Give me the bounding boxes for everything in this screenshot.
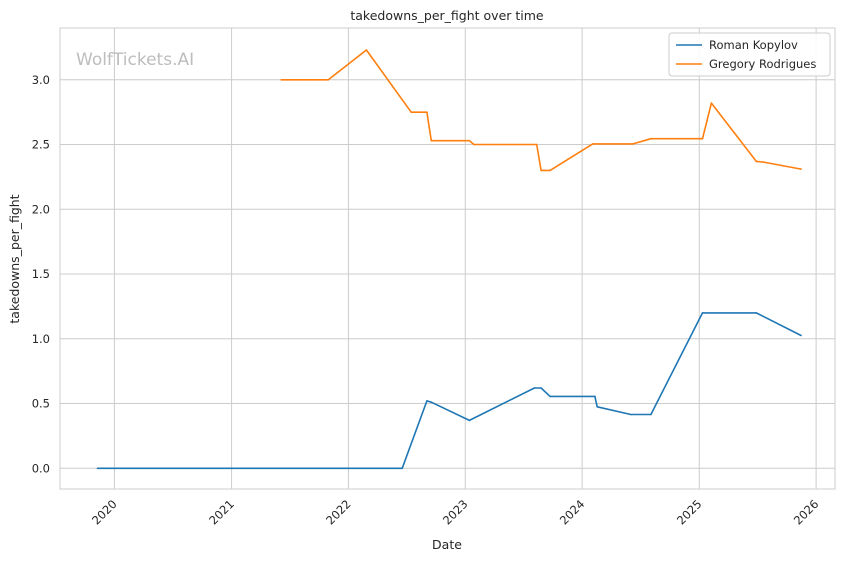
data-point-roman-kopylov-6 <box>540 387 542 389</box>
data-point-gregory-rodrigues-0 <box>280 79 283 81</box>
y-tick-label-1.0: 1.0 <box>32 332 50 346</box>
data-point-roman-kopylov-0 <box>96 467 99 470</box>
x-gridlines <box>113 28 817 489</box>
legend: Roman Kopylov Gregory Rodrigues <box>668 32 831 77</box>
data-point-roman-kopylov-12 <box>701 312 704 314</box>
data-point-gregory-rodrigues-5 <box>430 139 433 142</box>
plot-area-border <box>59 27 836 490</box>
data-point-roman-kopylov-4 <box>468 419 471 422</box>
data-point-roman-kopylov-8 <box>594 395 596 398</box>
watermark: WolfTickets.AI <box>76 50 194 70</box>
data-point-gregory-rodrigues-9 <box>540 169 542 172</box>
data-point-roman-kopylov-11 <box>650 413 652 416</box>
y-tick-label-0.5: 0.5 <box>32 397 50 411</box>
data-point-roman-kopylov-14 <box>800 334 802 337</box>
series-layer <box>96 49 802 470</box>
chart-title: takedowns_per_fight over time <box>350 8 544 23</box>
y-tick-label-2.0: 2.0 <box>32 202 50 216</box>
y-tick-label-0.0: 0.0 <box>32 461 50 475</box>
data-point-gregory-rodrigues-10 <box>549 169 551 172</box>
data-point-gregory-rodrigues-17 <box>762 161 764 163</box>
legend-label-roman-kopylov: Roman Kopylov <box>709 38 798 52</box>
data-point-roman-kopylov-10 <box>630 413 632 416</box>
y-tick-label-3.0: 3.0 <box>32 73 50 87</box>
data-point-gregory-rodrigues-14 <box>701 137 704 140</box>
data-point-roman-kopylov-2 <box>426 400 428 402</box>
x-axis-label: Date <box>432 537 462 552</box>
data-point-gregory-rodrigues-7 <box>473 143 475 146</box>
y-tick-labels: 0.0 0.5 1.0 1.5 2.0 2.5 3.0 <box>32 73 50 475</box>
data-point-roman-kopylov-3 <box>430 401 433 404</box>
data-point-gregory-rodrigues-15 <box>710 102 713 104</box>
data-point-roman-kopylov-7 <box>549 395 551 398</box>
data-point-gregory-rodrigues-11 <box>591 143 594 145</box>
legend-box <box>668 32 831 77</box>
y-gridlines <box>60 79 835 469</box>
data-point-gregory-rodrigues-6 <box>468 139 471 142</box>
data-point-gregory-rodrigues-18 <box>800 168 802 170</box>
data-point-gregory-rodrigues-3 <box>410 111 413 113</box>
data-point-gregory-rodrigues-13 <box>650 137 652 140</box>
data-point-gregory-rodrigues-8 <box>535 143 538 146</box>
y-tick-label-1.5: 1.5 <box>32 267 50 281</box>
data-point-gregory-rodrigues-12 <box>632 143 634 145</box>
data-point-gregory-rodrigues-1 <box>327 79 330 81</box>
data-point-roman-kopylov-5 <box>533 387 536 389</box>
y-tick-label-2.5: 2.5 <box>32 138 50 152</box>
data-point-gregory-rodrigues-16 <box>755 160 758 163</box>
legend-label-gregory-rodrigues: Gregory Rodrigues <box>709 57 816 71</box>
data-point-gregory-rodrigues-4 <box>426 111 428 113</box>
data-point-gregory-rodrigues-2 <box>365 49 368 51</box>
data-point-roman-kopylov-9 <box>596 406 598 408</box>
data-point-roman-kopylov-13 <box>755 312 758 314</box>
data-point-roman-kopylov-1 <box>401 467 404 470</box>
y-axis-label: takedowns_per_fight <box>7 194 22 323</box>
